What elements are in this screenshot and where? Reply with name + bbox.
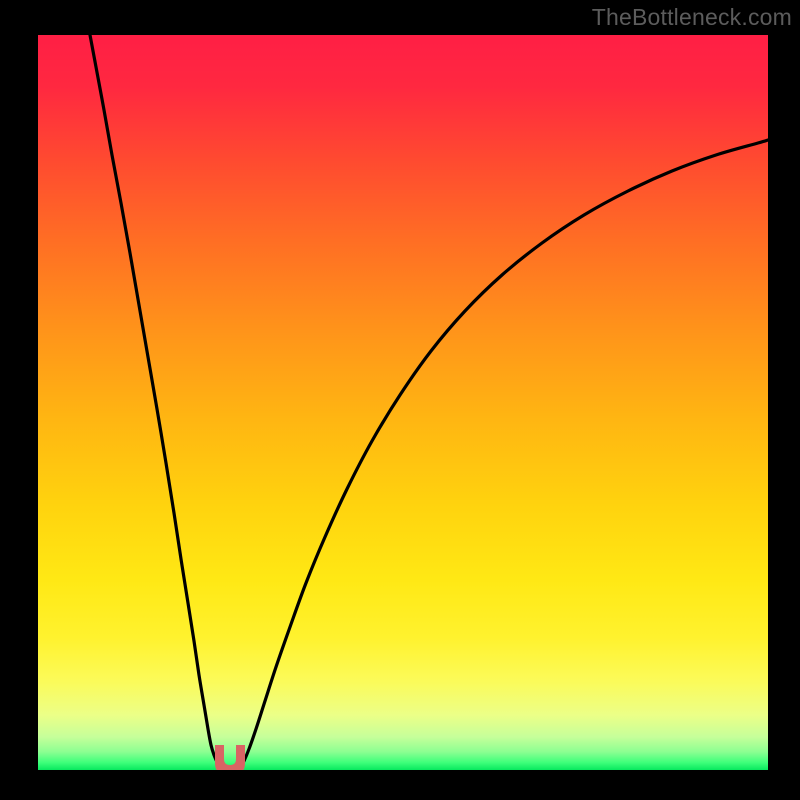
plot-area xyxy=(38,35,768,770)
right-curve xyxy=(241,140,768,766)
watermark-text: TheBottleneck.com xyxy=(592,4,792,31)
chart-root: TheBottleneck.com xyxy=(0,0,800,800)
valley-marker xyxy=(215,745,245,770)
curve-layer xyxy=(38,35,768,770)
left-curve xyxy=(90,35,219,766)
